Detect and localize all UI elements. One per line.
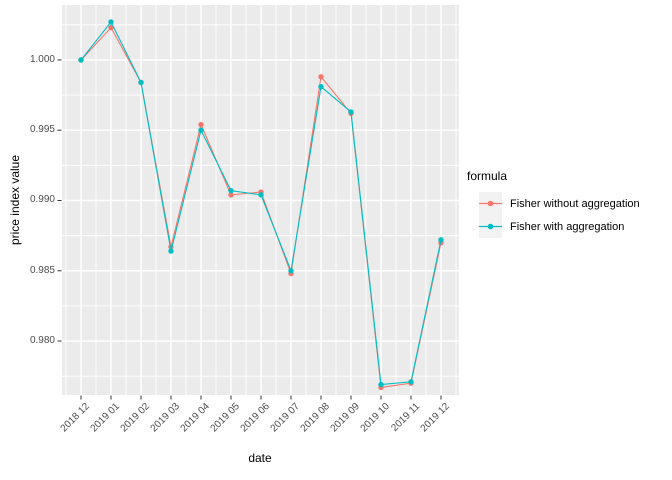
data-point — [168, 248, 174, 254]
x-tick-label: 2019 09 — [328, 401, 362, 435]
data-point — [228, 192, 234, 198]
data-point — [108, 19, 114, 25]
y-tick-label: 1.000 — [29, 53, 55, 65]
x-tick-label: 2019 10 — [358, 401, 392, 435]
y-tick-label: 0.985 — [29, 264, 55, 276]
legend-key-line-dot-icon — [479, 215, 502, 238]
x-tick-label: 2019 12 — [418, 401, 452, 435]
data-point — [408, 379, 414, 385]
legend-entry-label: Fisher with aggregation — [510, 220, 625, 233]
plot-panel — [57, 5, 459, 400]
x-tick-label: 2019 07 — [268, 401, 302, 435]
data-point — [258, 192, 264, 198]
legend-entry-label: Fisher without aggregation — [510, 197, 640, 210]
x-tick-label: 2019 02 — [118, 401, 152, 435]
legend-key-glyph — [479, 200, 502, 207]
x-tick-label: 2018 12 — [58, 401, 92, 435]
x-tick-label: 2019 04 — [178, 401, 212, 435]
legend-key-line-dot-icon — [479, 192, 502, 215]
legend: formula Fisher without aggregation Fishe… — [467, 169, 640, 238]
legend-entry-fisher-with-aggregation: Fisher with aggregation — [479, 215, 640, 238]
data-point — [108, 24, 114, 31]
legend-key-glyph — [479, 223, 502, 230]
data-point — [228, 187, 234, 194]
y-tick-label: 0.980 — [29, 335, 55, 347]
y-tick-label: 0.995 — [29, 124, 55, 136]
x-tick-label: 2019 08 — [298, 401, 332, 435]
data-point — [318, 74, 324, 80]
x-tick-label: 2019 05 — [208, 401, 242, 435]
data-point — [318, 83, 324, 90]
legend-entry-fisher-without-aggregation: Fisher without aggregation — [479, 192, 640, 215]
data-point — [348, 109, 354, 115]
data-point — [198, 127, 204, 133]
data-point — [288, 268, 294, 274]
data-point — [438, 237, 444, 243]
x-axis-title: date — [248, 451, 272, 465]
x-tick-label: 2019 03 — [148, 401, 182, 435]
data-point — [78, 57, 84, 63]
x-tick-label: 2019 11 — [388, 401, 422, 434]
x-tick-label: 2019 06 — [238, 401, 272, 435]
data-point — [198, 121, 204, 128]
x-tick-label: 2019 01 — [88, 401, 122, 435]
legend-title: formula — [467, 169, 508, 183]
data-point — [138, 79, 144, 86]
data-point — [378, 381, 384, 388]
y-tick-label: 0.990 — [29, 194, 55, 206]
plot-area — [57, 5, 459, 400]
